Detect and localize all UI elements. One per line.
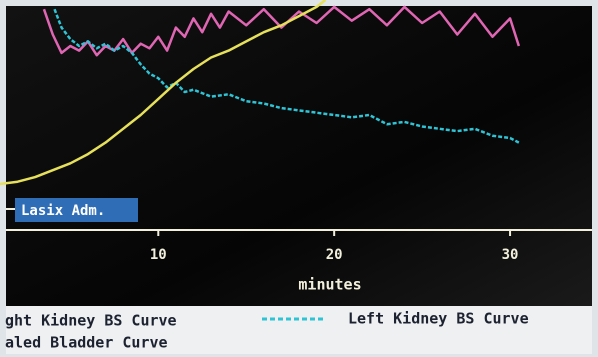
x-tick-label: 10: [150, 247, 167, 263]
x-tick-label: 20: [326, 247, 343, 263]
chart: minutes Lasix Adm. 10 20 30 ght Kidney BS C…: [0, 0, 598, 357]
annotation: Lasix Adm.: [21, 203, 105, 219]
legend-label: Left Kidney BS Curve: [348, 310, 529, 328]
legend-label: ght Kidney BS Curve: [5, 312, 177, 330]
x-axis-title: minutes: [298, 276, 361, 294]
x-tick-label: 30: [502, 247, 519, 263]
legend-label: aled Bladder Curve: [5, 334, 168, 352]
